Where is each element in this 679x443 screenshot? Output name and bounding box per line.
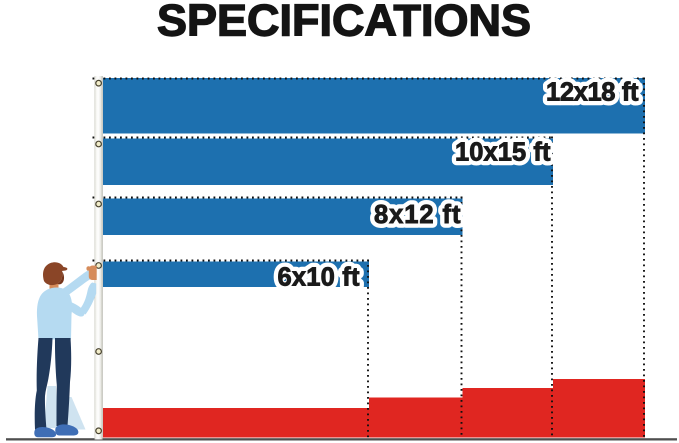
svg-text:12x18 ft: 12x18 ft [546,79,639,107]
svg-text:12x18 ft: 12x18 ft [546,79,639,107]
svg-text:SPECIFICATIONS: SPECIFICATIONS [157,0,531,46]
svg-text:8x12 ft: 8x12 ft [374,201,461,229]
svg-text:10x15 ft: 10x15 ft [455,139,551,167]
svg-text:8x12 ft: 8x12 ft [374,201,461,229]
svg-text:6x10 ft: 6x10 ft [278,264,361,292]
svg-text:6x10 ft: 6x10 ft [278,264,361,292]
svg-text:10x15 ft: 10x15 ft [455,139,551,167]
